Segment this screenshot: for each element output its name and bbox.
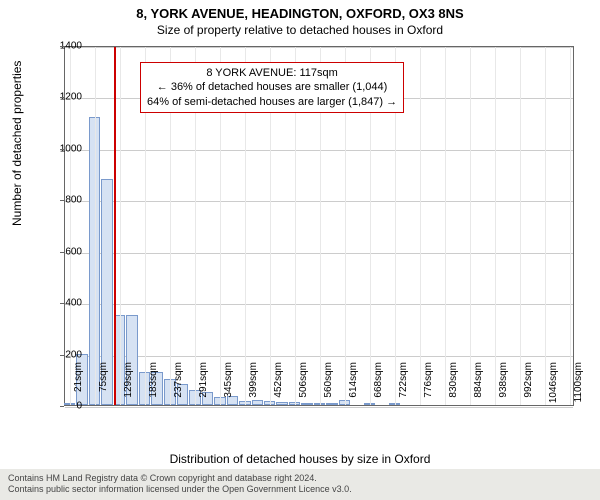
footer-line2: Contains public sector information licen…	[8, 484, 592, 496]
x-tick-label: 938sqm	[498, 362, 509, 412]
gridline-v	[95, 47, 96, 405]
gridline-v	[570, 47, 571, 405]
x-tick-label: 1046sqm	[548, 362, 559, 412]
chart-title-main: 8, YORK AVENUE, HEADINGTON, OXFORD, OX3 …	[0, 6, 600, 21]
gridline-h	[65, 407, 573, 408]
gridline-h	[65, 201, 573, 202]
gridline-v	[520, 47, 521, 405]
footer-attribution: Contains HM Land Registry data © Crown c…	[0, 469, 600, 500]
x-tick-label: 291sqm	[198, 362, 209, 412]
x-tick-label: 1100sqm	[573, 362, 584, 412]
x-tick-label: 183sqm	[148, 362, 159, 412]
gridline-h	[65, 150, 573, 151]
x-tick-label: 992sqm	[523, 362, 534, 412]
gridline-h	[65, 47, 573, 48]
gridline-h	[65, 253, 573, 254]
x-tick-label: 452sqm	[273, 362, 284, 412]
callout-line3: 64% of semi-detached houses are larger (…	[147, 95, 397, 109]
gridline-v	[470, 47, 471, 405]
footer-line1: Contains HM Land Registry data © Crown c…	[8, 473, 592, 485]
x-tick-label: 399sqm	[248, 362, 259, 412]
gridline-h	[65, 304, 573, 305]
gridline-v	[495, 47, 496, 405]
gridline-v	[120, 47, 121, 405]
callout-line1: 8 YORK AVENUE: 117sqm	[147, 66, 397, 80]
x-tick-label: 345sqm	[223, 362, 234, 412]
x-tick-label: 129sqm	[123, 362, 134, 412]
gridline-v	[445, 47, 446, 405]
x-tick-label: 776sqm	[423, 362, 434, 412]
gridline-v	[420, 47, 421, 405]
gridline-v	[545, 47, 546, 405]
chart-title-sub: Size of property relative to detached ho…	[0, 23, 600, 37]
x-tick-label: 560sqm	[323, 362, 334, 412]
x-tick-label: 830sqm	[448, 362, 459, 412]
x-tick-label: 722sqm	[398, 362, 409, 412]
x-tick-label: 75sqm	[98, 362, 109, 412]
x-tick-label: 21sqm	[73, 362, 84, 412]
x-tick-label: 884sqm	[473, 362, 484, 412]
callout-line2: ← 36% of detached houses are smaller (1,…	[147, 80, 397, 94]
x-axis-label: Distribution of detached houses by size …	[0, 452, 600, 466]
x-tick-label: 668sqm	[373, 362, 384, 412]
reference-line	[114, 47, 116, 405]
x-tick-label: 237sqm	[173, 362, 184, 412]
x-tick-label: 614sqm	[348, 362, 359, 412]
callout-box: 8 YORK AVENUE: 117sqm ← 36% of detached …	[140, 62, 404, 113]
y-axis-label: Number of detached properties	[10, 61, 24, 226]
gridline-h	[65, 356, 573, 357]
x-tick-label: 506sqm	[298, 362, 309, 412]
